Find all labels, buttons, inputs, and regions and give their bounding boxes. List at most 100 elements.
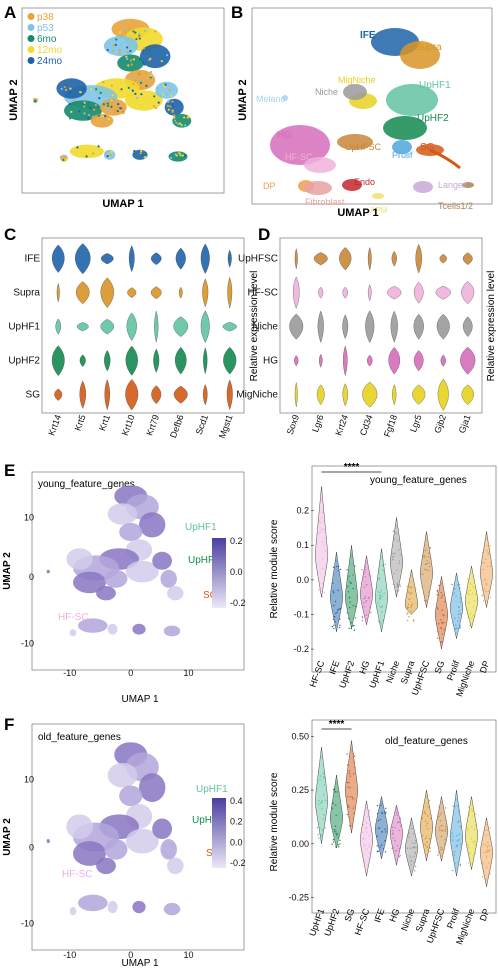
violin-shape xyxy=(439,254,447,264)
jitter-point xyxy=(426,841,428,844)
panel-d-side-label: Relative expression level xyxy=(486,271,497,382)
jitter-point xyxy=(380,804,382,806)
jitter-point xyxy=(485,878,487,880)
cell-dot xyxy=(132,82,135,86)
cell-dot xyxy=(92,115,95,118)
jitter-point xyxy=(353,629,356,631)
jitter-point xyxy=(455,624,457,626)
cell-dot xyxy=(153,95,156,98)
cell-dot xyxy=(171,110,174,113)
cell-dot xyxy=(87,117,90,120)
jitter-point xyxy=(335,834,338,836)
jitter-point xyxy=(336,833,339,835)
jitter-point xyxy=(452,869,454,872)
jitter-point xyxy=(331,843,333,845)
cell-dot xyxy=(133,149,136,153)
jitter-point xyxy=(352,604,354,607)
jitter-point xyxy=(323,537,325,539)
jitter-point xyxy=(376,804,379,807)
jitter-point xyxy=(348,770,351,772)
jitter-point xyxy=(362,832,364,834)
jitter-point xyxy=(468,590,470,592)
jitter-point xyxy=(488,844,490,847)
cell-dot xyxy=(141,155,145,158)
gene-label: Mgst1 xyxy=(217,413,235,439)
cell-dot xyxy=(127,64,130,67)
jitter-point xyxy=(376,850,379,853)
jitter-point xyxy=(363,606,366,608)
jitter-point xyxy=(426,562,428,565)
jitter-point xyxy=(353,755,356,757)
cell-dot xyxy=(171,100,174,103)
jitter-point xyxy=(354,605,357,608)
jitter-point xyxy=(414,865,417,868)
cell-cluster-blob xyxy=(66,548,93,570)
gene-label: Krt1 xyxy=(97,413,112,432)
jitter-point xyxy=(429,547,432,549)
jitter-point xyxy=(428,591,430,593)
legend-label: p38 xyxy=(37,12,54,23)
jitter-point xyxy=(339,839,341,842)
jitter-point xyxy=(365,583,368,586)
violin-shape xyxy=(150,286,162,299)
cell-dot xyxy=(118,52,121,55)
jitter-point xyxy=(323,813,325,816)
jitter-point xyxy=(363,837,365,839)
cell-dot xyxy=(118,31,122,34)
cell-cluster-blob xyxy=(125,560,159,583)
cell-cluster-blob xyxy=(282,95,288,101)
jitter-point xyxy=(467,844,470,846)
jitter-point xyxy=(459,597,462,599)
jitter-point xyxy=(323,591,325,594)
jitter-point xyxy=(441,621,443,624)
cell-dot xyxy=(59,156,63,159)
jitter-point xyxy=(382,564,384,567)
gene-label: Krt24 xyxy=(333,413,350,437)
cell-dot xyxy=(94,104,97,107)
cell-dot xyxy=(99,91,102,94)
cell-dot xyxy=(121,108,124,111)
cell-dot xyxy=(120,88,123,91)
violin-shape xyxy=(222,322,237,332)
jitter-point xyxy=(380,844,383,846)
jitter-point xyxy=(459,863,461,865)
jitter-point xyxy=(406,619,409,622)
jitter-point xyxy=(385,831,387,833)
violin-shape xyxy=(174,347,187,375)
violin-migniche xyxy=(464,796,479,870)
jitter-point xyxy=(414,869,416,872)
violin-shape xyxy=(51,244,65,273)
jitter-point xyxy=(396,582,399,584)
jitter-point xyxy=(316,779,319,782)
jitter-point xyxy=(369,606,371,608)
x-tick: 10 xyxy=(183,950,193,960)
cell-cluster-blob xyxy=(152,818,173,840)
jitter-point xyxy=(483,579,486,581)
jitter-point xyxy=(473,599,476,602)
cell-dot xyxy=(169,105,172,108)
jitter-point xyxy=(436,607,439,609)
jitter-point xyxy=(459,612,462,615)
violin-shape xyxy=(203,347,208,375)
cell-dot xyxy=(138,71,141,75)
panel-f-umap xyxy=(46,742,184,916)
jitter-point xyxy=(481,594,484,597)
y-tick-label: 0.2 xyxy=(296,506,309,516)
cell-dot xyxy=(161,93,164,96)
violin-shape xyxy=(76,322,89,332)
jitter-point xyxy=(322,818,325,820)
violin-shape xyxy=(151,385,162,404)
cell-dot xyxy=(179,154,182,157)
violin-shape xyxy=(460,346,476,375)
jitter-point xyxy=(346,813,349,816)
jitter-point xyxy=(442,613,444,616)
cell-cluster-blob xyxy=(168,151,188,162)
cell-dot xyxy=(70,110,73,113)
jitter-point xyxy=(470,617,472,619)
jitter-point xyxy=(384,563,387,566)
jitter-point xyxy=(391,826,394,829)
jitter-point xyxy=(320,834,323,836)
cell-dot xyxy=(104,105,108,109)
jitter-point xyxy=(459,864,462,867)
